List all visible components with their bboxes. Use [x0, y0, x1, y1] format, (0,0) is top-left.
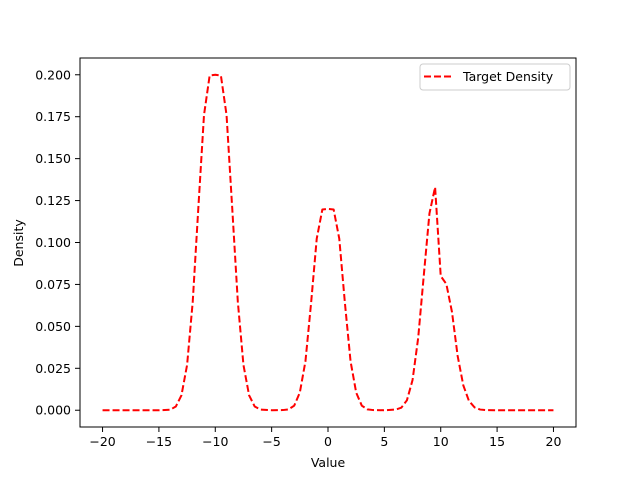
- x-tick-label: 0: [324, 434, 332, 449]
- legend-box: [419, 63, 571, 91]
- x-tick-label: 5: [380, 434, 388, 449]
- x-axis-ticks: −20 −15 −10 −5 0 5 10 15 20: [89, 427, 561, 449]
- y-axis-ticks: 0.000 0.025 0.050 0.075 0.100 0.125 0.150 0.175…: [35, 67, 80, 418]
- legend-label-target-density: Target Density: [462, 69, 554, 84]
- y-tick-label: 0.000: [35, 403, 71, 418]
- x-axis-label: Value: [311, 455, 346, 470]
- x-tick-label: −15: [146, 434, 172, 449]
- y-tick-label: 0.100: [35, 235, 71, 250]
- y-tick-label: 0.175: [35, 109, 71, 124]
- axes-frame: [79, 57, 577, 428]
- x-tick-label: 15: [489, 434, 505, 449]
- x-tick-label: −20: [89, 434, 115, 449]
- legend: Target Density: [419, 63, 571, 91]
- y-axis-label: Density: [11, 219, 26, 267]
- y-tick-label: 0.200: [35, 67, 71, 82]
- x-tick-label: −5: [262, 434, 280, 449]
- y-tick-label: 0.150: [35, 151, 71, 166]
- y-tick-label: 0.125: [35, 193, 71, 208]
- series-line-target-density: [102, 73, 554, 412]
- y-tick-label: 0.025: [35, 361, 71, 376]
- x-tick-label: 10: [433, 434, 449, 449]
- plot-area: [102, 73, 554, 412]
- x-tick-label: −10: [202, 434, 228, 449]
- y-tick-label: 0.050: [35, 319, 71, 334]
- y-tick-label: 0.075: [35, 277, 71, 292]
- x-tick-label: 20: [546, 434, 562, 449]
